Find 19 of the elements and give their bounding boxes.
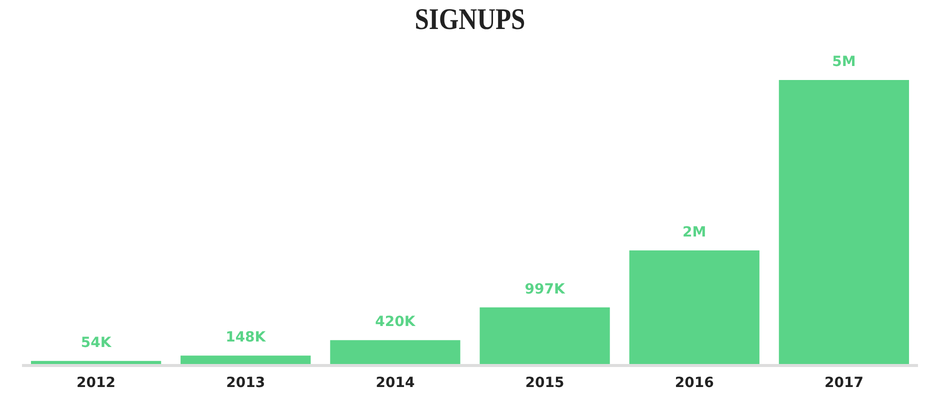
x-tick-label: 2014 <box>376 375 415 391</box>
bar <box>30 360 162 364</box>
data-label: 5M <box>832 54 856 70</box>
data-label: 997K <box>524 281 566 298</box>
data-label: 148K <box>226 330 267 346</box>
x-tick-label: 2012 <box>76 375 116 391</box>
bar <box>778 80 910 364</box>
x-tick-label: 2017 <box>824 375 864 391</box>
bar <box>480 307 610 364</box>
bar <box>629 250 760 364</box>
bar <box>330 340 460 364</box>
bar <box>180 356 311 364</box>
x-tick-label: 2015 <box>525 375 564 391</box>
data-label: 54K <box>80 334 112 351</box>
x-tick-label: 2013 <box>226 375 266 391</box>
data-label: 420K <box>375 314 416 330</box>
chart-title: SIGNUPS <box>414 3 526 37</box>
x-tick-label: 2016 <box>674 375 714 391</box>
data-label: 2M <box>682 224 706 240</box>
